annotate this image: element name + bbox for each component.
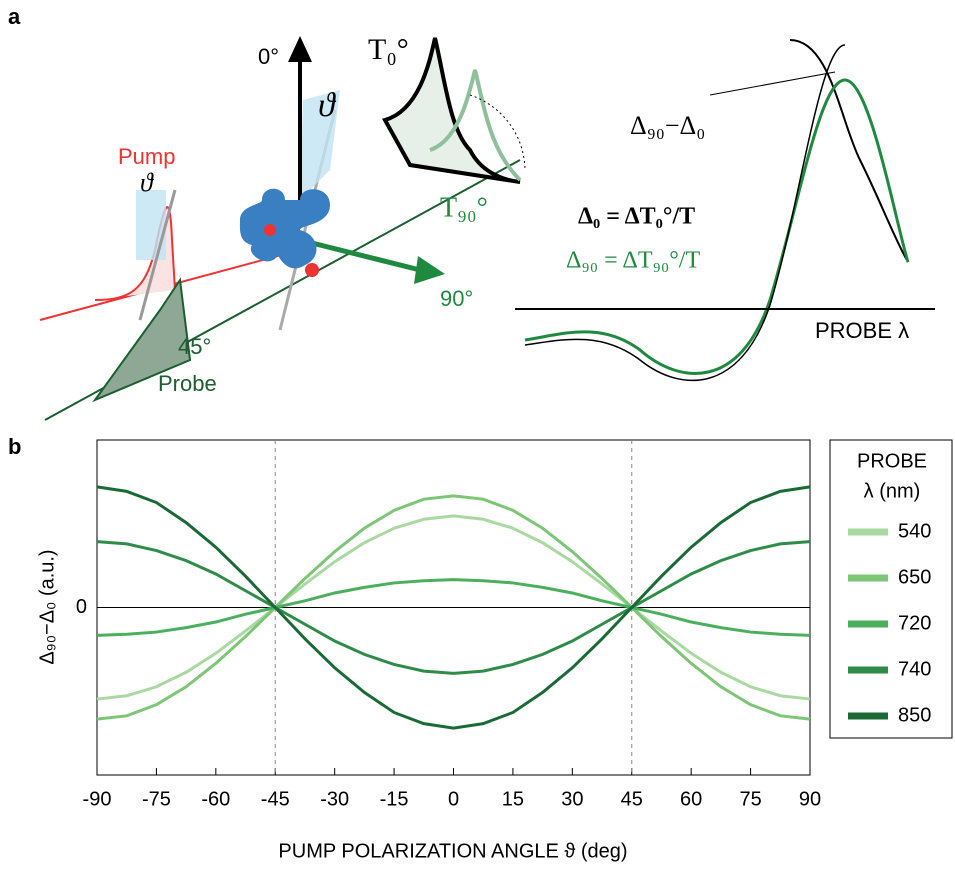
x-tick-label: -60 — [201, 788, 230, 810]
transmission-label: T₉₀° — [440, 192, 488, 223]
line — [96, 514, 811, 701]
pump-label: Pump — [118, 144, 175, 169]
x-tick-label: -30 — [320, 788, 349, 810]
x-tick-label: 30 — [561, 788, 583, 810]
legend-box — [829, 439, 953, 739]
panel-a-diagram — [39, 36, 935, 421]
x-tick-label: 60 — [680, 788, 702, 810]
line — [96, 578, 811, 637]
equation: Δ₉₀ = ΔT₉₀°/T — [566, 248, 700, 274]
x-tick-label: 90 — [799, 788, 821, 810]
x-tick-label: 75 — [739, 788, 761, 810]
x-tick-label: -15 — [380, 788, 409, 810]
x-tick-label: -45 — [261, 788, 290, 810]
x-tick-label: 15 — [502, 788, 524, 810]
angle-symbol: ϑ — [140, 168, 154, 197]
legend-label: 650 — [898, 566, 931, 588]
legend-label: 850 — [898, 704, 931, 726]
equation: Δ₀ = ΔT₀°/T — [578, 204, 695, 230]
x-axis-label: PUMP POLARIZATION ANGLE ϑ (deg) — [278, 840, 627, 862]
difference-label: Δ₉₀−Δ₀ — [630, 111, 705, 140]
axis-label: PROBE λ — [815, 318, 909, 343]
x-tick-label: 45 — [621, 788, 643, 810]
line — [96, 485, 811, 730]
legend-title: PROBE — [857, 450, 927, 472]
probe-label: Probe — [158, 371, 217, 396]
panel-label: a — [8, 4, 21, 29]
legend-label: 740 — [898, 658, 931, 680]
transmission-label: T₀° — [368, 33, 409, 66]
angle-label: 0° — [258, 44, 279, 69]
angle-label: 90° — [440, 286, 473, 311]
x-tick-label: 0 — [448, 788, 459, 810]
x-tick-label: -90 — [83, 788, 112, 810]
line — [96, 494, 811, 721]
legend-label: 540 — [898, 520, 931, 542]
y-axis-label: Δ₉₀−Δ₀ (a.u.) — [36, 549, 58, 664]
legend-title: λ (nm) — [864, 480, 921, 502]
angle-symbol: ϑ — [318, 87, 337, 124]
legend-label: 720 — [898, 612, 931, 634]
x-tick-label: -75 — [142, 788, 171, 810]
y-tick-label: 0 — [76, 596, 87, 618]
angle-label: 45° — [178, 334, 211, 359]
panel-label: b — [8, 434, 21, 459]
line — [96, 540, 811, 675]
